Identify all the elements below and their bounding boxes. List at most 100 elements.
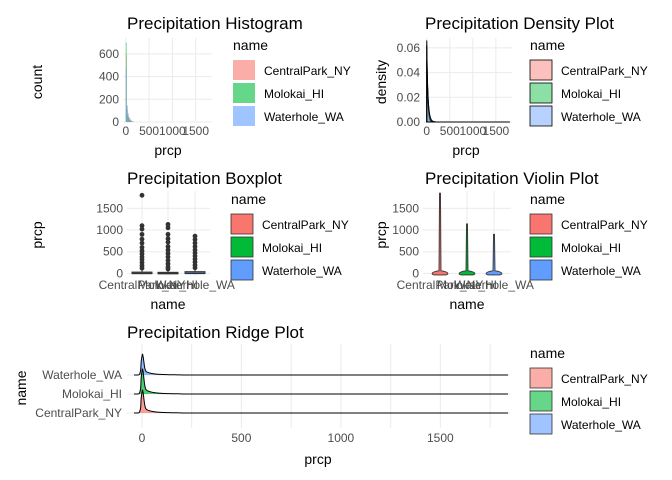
box-outlier-0-13 xyxy=(139,192,145,198)
y-tick-label: 500 xyxy=(103,245,123,259)
legend-title: name xyxy=(530,191,565,207)
y-axis-label: prcp xyxy=(29,221,45,248)
legend-key-1 xyxy=(529,82,553,104)
legend-label-2: Waterhole_WA xyxy=(561,264,641,278)
box-outlier-0-7 xyxy=(139,244,145,250)
box-outlier-1-5 xyxy=(165,251,171,256)
y-tick-label: 0.02 xyxy=(397,90,421,104)
x-axis-label: prcp xyxy=(304,451,331,467)
ridge-line-0 xyxy=(133,389,509,414)
x-axis-label: name xyxy=(449,296,484,312)
box-outlier-0-11 xyxy=(139,226,145,232)
violin-1 xyxy=(458,223,476,276)
hist-bar-2-0 xyxy=(125,67,127,122)
legend-key-0 xyxy=(529,367,553,389)
ridge-fill-1 xyxy=(133,369,509,394)
y-tick-label: 0.00 xyxy=(397,115,421,129)
box-outlier-1-3 xyxy=(165,257,171,263)
legend-label-0: CentralPark_NY xyxy=(561,372,648,386)
legend-key-1 xyxy=(529,390,553,412)
y-tick-label: 600 xyxy=(99,47,119,61)
box-outlier-1-6 xyxy=(165,247,171,253)
legend-label-2: Waterhole_WA xyxy=(264,110,344,124)
box-outlier-1-4 xyxy=(165,254,171,260)
x-tick-label: 500 xyxy=(440,124,460,138)
legend-key-0 xyxy=(529,59,553,81)
legend-key-2 xyxy=(529,413,553,435)
hist-bar-2-5 xyxy=(130,120,132,122)
y-tick-label: 1500 xyxy=(392,201,419,215)
legend-title: name xyxy=(231,191,266,207)
x-tick-label: 1500 xyxy=(182,124,209,138)
box-outlier-0-8 xyxy=(139,240,145,246)
y-tick-label: CentralPark_NY xyxy=(35,406,122,420)
y-tick-label: 0.06 xyxy=(397,41,421,55)
density-curve-0 xyxy=(426,45,510,123)
y-tick-label: 0 xyxy=(112,115,119,129)
violin-0 xyxy=(431,192,449,276)
x-tick-label: Waterhole_WA xyxy=(155,278,235,292)
legend-label-2: Waterhole_WA xyxy=(262,264,342,278)
legend-key-1 xyxy=(529,236,553,258)
y-tick-label: Waterhole_WA xyxy=(42,368,122,382)
box-outlier-2-7 xyxy=(192,244,198,249)
box-outlier-0-9 xyxy=(139,236,145,242)
y-tick-label: 0.04 xyxy=(397,66,421,80)
box-outlier-1-11 xyxy=(165,225,171,231)
y-tick-label: 500 xyxy=(399,245,419,259)
legend-key-2 xyxy=(529,259,553,281)
box-outlier-1-2 xyxy=(165,261,171,267)
box-outlier-1-7 xyxy=(165,244,171,249)
y-axis-label: name xyxy=(13,370,29,405)
x-tick-label: 500 xyxy=(139,124,159,138)
hist-bar-0-7 xyxy=(132,121,134,122)
x-tick-label: 0 xyxy=(122,124,129,138)
x-tick-label: 1000 xyxy=(459,124,486,138)
legend-key-2 xyxy=(230,259,254,281)
y-tick-label: 0 xyxy=(116,266,123,280)
y-tick-label: 400 xyxy=(99,70,119,84)
x-tick-label: Molokai_HI xyxy=(437,278,497,292)
x-tick-label: 1000 xyxy=(328,431,355,445)
box-outlier-2-6 xyxy=(192,247,198,253)
chart-title: Precipitation Boxplot xyxy=(127,169,282,188)
legend-label-2: Waterhole_WA xyxy=(561,110,641,124)
legend-key-1 xyxy=(233,83,255,103)
box-outlier-0-6 xyxy=(139,248,145,254)
density-curve-1 xyxy=(426,40,510,123)
x-tick-label: 1500 xyxy=(427,431,454,445)
hist-bar-2-2 xyxy=(127,112,129,122)
box-outlier-2-9 xyxy=(192,237,198,242)
legend-title: name xyxy=(530,345,565,361)
hist-bar-0-8 xyxy=(133,121,135,122)
chart-title: Precipitation Histogram xyxy=(127,14,303,33)
x-tick-label: 0 xyxy=(423,124,430,138)
ridge-fill-2 xyxy=(133,354,509,375)
legend-label-1: Molokai_HI xyxy=(262,241,322,255)
y-tick-label: 1000 xyxy=(96,223,123,237)
box-outlier-1-9 xyxy=(165,236,171,242)
y-tick-label: 1000 xyxy=(392,223,419,237)
ridge-line-1 xyxy=(133,368,509,395)
hist-bar-2-1 xyxy=(126,104,128,122)
legend-key-1 xyxy=(230,236,254,258)
y-tick-label: 1500 xyxy=(96,201,123,215)
violin-2 xyxy=(485,233,503,276)
legend-title: name xyxy=(530,37,565,53)
chart-title: Precipitation Density Plot xyxy=(425,14,614,33)
x-tick-label: Waterhole_WA xyxy=(454,278,534,292)
legend-key-2 xyxy=(529,105,553,127)
y-tick-label: 200 xyxy=(99,92,119,106)
violin-panel: CentralPark_NYMolokai_HIWaterhole_WA0500… xyxy=(373,169,648,312)
chart-title: Precipitation Ridge Plot xyxy=(127,323,304,342)
box-outlier-2-8 xyxy=(192,240,198,246)
legend-label-2: Waterhole_WA xyxy=(561,418,641,432)
legend-label-0: CentralPark_NY xyxy=(264,64,351,78)
y-axis-label: prcp xyxy=(373,221,389,248)
ridge-panel: CentralPark_NY Molokai_HI Waterhole_WA 0 500… xyxy=(13,323,648,467)
box-outlier-2-10 xyxy=(192,233,198,239)
hist-bar-2-3 xyxy=(128,117,130,122)
box-outlier-1-10 xyxy=(165,231,171,237)
